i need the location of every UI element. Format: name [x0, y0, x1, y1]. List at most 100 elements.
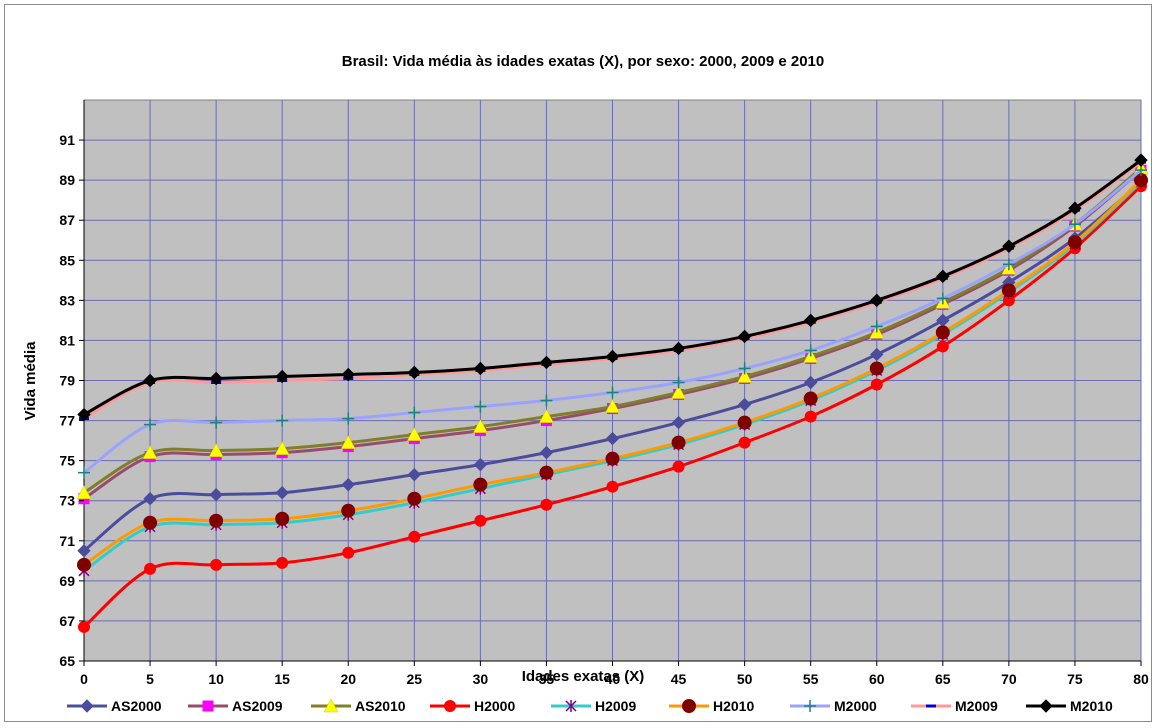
data-point — [539, 445, 554, 460]
data-point — [275, 511, 290, 526]
series-h2010 — [77, 173, 1148, 572]
data-point — [78, 620, 90, 633]
legend-marker — [804, 700, 816, 712]
data-point — [804, 344, 817, 357]
x-axis-title: Idades exatas (X) — [522, 668, 645, 685]
data-point — [209, 513, 224, 528]
data-point — [1001, 283, 1016, 298]
x-tick-label: 80 — [1133, 671, 1149, 687]
data-point — [474, 400, 487, 413]
x-tick-labels: 0 5 10 15 20 25 30 35 40 45 50 55 60 65 70 75 80 — [80, 661, 1149, 687]
legend-item: M2000 — [790, 698, 877, 714]
legend-marker — [80, 699, 94, 713]
data-point — [144, 562, 157, 575]
data-point — [803, 375, 818, 390]
data-point — [144, 418, 157, 431]
data-point — [209, 371, 223, 386]
data-point — [340, 435, 356, 449]
data-point — [210, 416, 223, 429]
x-tick-label: 40 — [605, 671, 621, 687]
legend-marker — [444, 700, 456, 712]
data-point — [407, 467, 422, 482]
data-point — [672, 376, 685, 389]
chart-title: Brasil: Vida média às idades exatas (X),… — [342, 53, 825, 70]
data-point — [804, 410, 817, 423]
data-point — [737, 397, 752, 412]
data-point — [473, 457, 488, 472]
y-tick-label: 87 — [59, 212, 75, 228]
data-point — [408, 530, 421, 543]
legend-label: H2000 — [474, 698, 515, 714]
data-point — [605, 451, 620, 466]
legend-label: AS2010 — [355, 698, 406, 714]
data-point — [737, 415, 752, 430]
data-point — [406, 427, 422, 441]
data-point — [935, 325, 950, 340]
x-tick-label: 55 — [803, 671, 819, 687]
x-tick-label: 45 — [671, 671, 687, 687]
x-tick-label: 65 — [935, 671, 951, 687]
data-point — [737, 329, 752, 344]
data-point — [870, 320, 883, 333]
y-tick-label: 81 — [59, 332, 75, 348]
data-point — [472, 419, 488, 433]
legend-label: H2010 — [713, 698, 754, 714]
y-tick-label: 77 — [59, 413, 75, 429]
data-point — [408, 406, 421, 419]
y-tick-labels: 65 67 69 71 73 75 77 79 81 83 85 87 89 91 — [59, 132, 84, 669]
y-tick-label: 71 — [59, 533, 75, 549]
data-point — [671, 341, 686, 356]
y-tick-label: 65 — [59, 653, 75, 669]
data-point — [78, 466, 90, 479]
line-chart: 65 67 69 71 73 75 77 79 81 83 85 87 89 91 0 5 10 15 20 25 3… — [22, 53, 1149, 714]
data-point — [671, 384, 686, 399]
y-tick-label: 75 — [59, 453, 75, 469]
legend-item: H2000 — [430, 698, 515, 714]
legend-marker — [323, 698, 339, 713]
x-tick-label: 15 — [274, 671, 290, 687]
data-point — [803, 391, 818, 406]
data-point — [1067, 235, 1082, 250]
data-point — [342, 546, 355, 559]
data-point — [1068, 201, 1082, 215]
legend-item: AS2000 — [67, 698, 162, 714]
legend-label: AS2000 — [111, 698, 162, 714]
legend-item: M2009 — [911, 698, 998, 714]
y-tick-label: 67 — [59, 613, 75, 629]
legend-item: AS2009 — [188, 698, 283, 714]
legend-marker — [1039, 699, 1053, 713]
data-point — [341, 503, 356, 518]
y-tick-label: 89 — [59, 172, 75, 188]
y-tick-label: 85 — [59, 252, 75, 268]
chart-frame: 65 67 69 71 73 75 77 79 81 83 85 87 89 91 0 5 10 15 20 25 3… — [4, 4, 1152, 722]
legend: AS2000 AS2009 AS2010 H2000 H2009 H2010 M2000 M2… — [67, 698, 1113, 714]
data-point — [208, 443, 224, 457]
x-tick-label: 35 — [539, 671, 555, 687]
data-point — [869, 361, 884, 376]
legend-marker — [202, 700, 214, 712]
data-point — [210, 558, 223, 571]
data-point — [276, 414, 289, 427]
data-point — [803, 313, 818, 328]
data-point — [1068, 218, 1081, 231]
data-point — [1002, 239, 1016, 253]
y-tick-label: 69 — [59, 573, 75, 589]
legend-marker — [565, 700, 577, 712]
legend-item: M2010 — [1026, 698, 1113, 714]
data-point — [1002, 258, 1015, 271]
data-point — [143, 373, 157, 388]
x-tick-label: 60 — [869, 671, 885, 687]
x-tick-label: 50 — [737, 671, 753, 687]
legend-label: M2000 — [834, 698, 877, 714]
data-point — [539, 409, 554, 423]
x-tick-label: 70 — [1001, 671, 1017, 687]
legend-item: AS2010 — [311, 698, 406, 714]
legend-label: M2009 — [955, 698, 998, 714]
data-point — [737, 368, 753, 383]
data-point — [473, 477, 488, 492]
series-as2000 — [77, 175, 1148, 558]
data-point — [274, 441, 290, 455]
data-point — [605, 431, 620, 446]
data-point — [77, 544, 91, 558]
data-point — [605, 349, 620, 364]
